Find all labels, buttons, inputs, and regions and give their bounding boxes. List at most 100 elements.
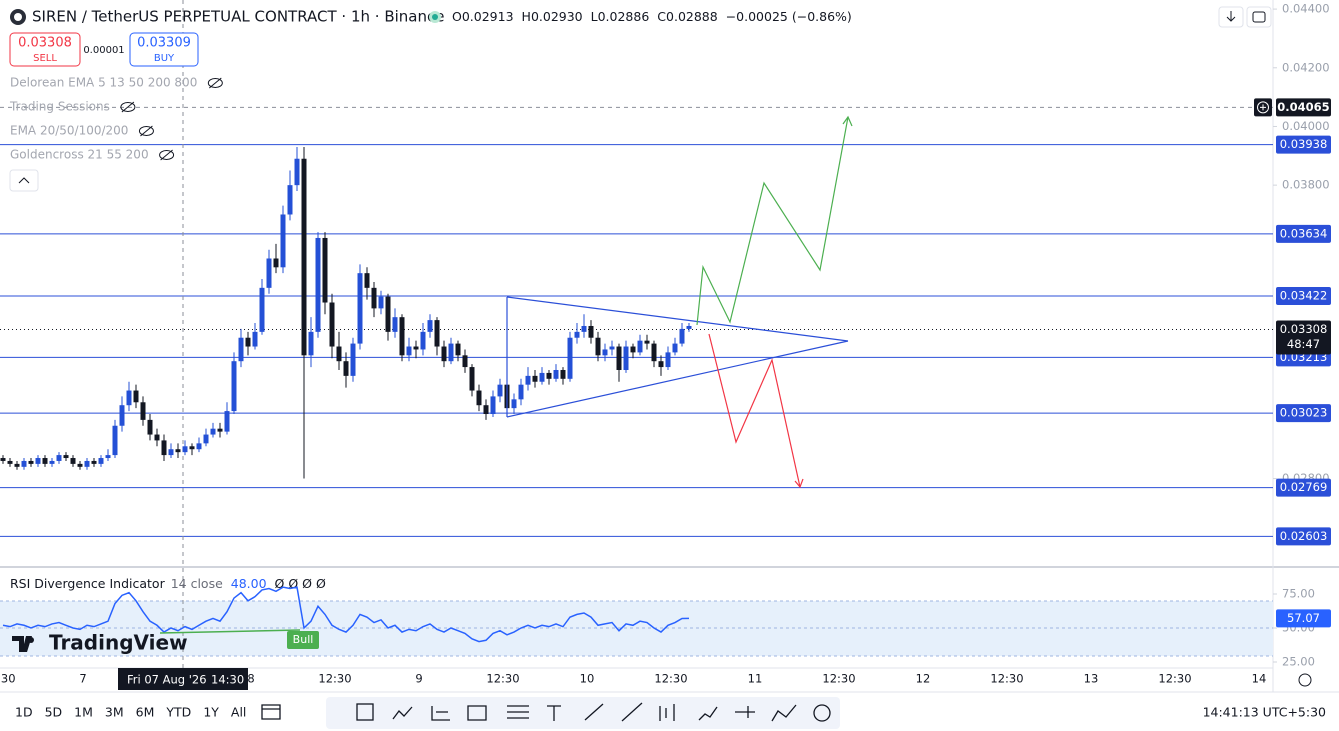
candle-body: [112, 425, 118, 456]
indicator-name: Delorean EMA 5 13 50 200 800: [10, 76, 197, 90]
divergence-tag: [287, 631, 319, 649]
sell-price: 0.03308: [18, 36, 72, 51]
date-range-icon[interactable]: [261, 704, 281, 720]
tool-rect[interactable]: [356, 703, 374, 721]
rsi-line: [2, 586, 690, 643]
candle-body: [371, 287, 377, 309]
candle-body: [217, 428, 223, 432]
visibility-toggle[interactable]: [159, 150, 175, 160]
buy-button[interactable]: [129, 32, 199, 67]
x-tick-label: 12:30: [0, 672, 16, 686]
tool-fib[interactable]: [431, 706, 450, 721]
candle-body: [483, 405, 489, 415]
level-label-box: [1276, 404, 1331, 423]
range-button[interactable]: 1M: [74, 705, 93, 720]
range-button[interactable]: 1D: [15, 705, 33, 720]
buy-price: 0.03309: [137, 36, 191, 51]
ohlc-value: 0.02886: [598, 9, 650, 24]
tool-replay[interactable]: [813, 704, 831, 722]
y-tick-label: 0.03800: [1282, 178, 1330, 192]
tool-measure[interactable]: [698, 706, 718, 721]
tool-forecast[interactable]: [771, 704, 797, 722]
candle-body: [532, 375, 538, 382]
candle-body: [105, 455, 111, 459]
candle-body: [259, 287, 265, 332]
candle-body: [490, 396, 496, 415]
tool-lines[interactable]: [507, 705, 529, 719]
range-button[interactable]: 1Y: [203, 705, 219, 720]
tool-brush[interactable]: [584, 703, 604, 721]
candle-body: [546, 372, 552, 379]
x-tick-label: 12:30: [486, 672, 519, 686]
visibility-toggle[interactable]: [120, 102, 136, 112]
visibility-toggle[interactable]: [138, 126, 154, 136]
level-label-box: [1276, 287, 1331, 306]
level-label: 0.03938: [1280, 137, 1328, 151]
crosshair-price-box: [1276, 98, 1331, 117]
level-label-box: [1276, 478, 1331, 497]
candle-body: [343, 361, 349, 376]
candle-body: [609, 346, 615, 350]
fullscreen-icon: [1252, 11, 1266, 23]
candle-body: [539, 372, 545, 382]
candle-body: [364, 273, 370, 288]
candle-body: [252, 331, 258, 347]
level-label: 0.02769: [1280, 480, 1328, 494]
tool-bars[interactable]: [659, 704, 675, 721]
collapse-button[interactable]: [9, 169, 39, 192]
candle-body: [686, 325, 692, 329]
sell-label: SELL: [33, 53, 57, 64]
candle-body: [35, 458, 41, 464]
tool-pattern[interactable]: [467, 705, 487, 721]
indicator-name: EMA 20/50/100/200: [10, 124, 128, 138]
candle-body: [49, 460, 55, 464]
sell-button[interactable]: [9, 32, 81, 67]
candle-body: [245, 337, 251, 347]
ohlc-label: C: [657, 9, 666, 24]
candle-body: [350, 343, 356, 376]
range-button[interactable]: All: [231, 705, 247, 720]
tool-position[interactable]: [735, 706, 755, 718]
candle-body: [665, 352, 671, 368]
rsi-tick-label: 75.00: [1282, 586, 1315, 600]
candle-body: [231, 361, 237, 412]
x-tick-label: 12:30: [654, 672, 687, 686]
status-dot: [432, 14, 438, 20]
candle-body: [91, 460, 97, 464]
fullscreen-button[interactable]: [1246, 6, 1272, 28]
crosshair-add-icon: [1260, 104, 1266, 111]
range-button[interactable]: 3M: [105, 705, 124, 720]
candle-body: [651, 343, 657, 362]
indicator-name: Trading Sessions: [9, 100, 110, 114]
candle-body: [119, 405, 125, 426]
rsi-value: 48.00: [231, 576, 267, 591]
tool-trend[interactable]: [621, 702, 643, 722]
x-tick-label: 12:30: [318, 672, 351, 686]
x-tick-label: 12:30: [822, 672, 855, 686]
x-tick-label: 12: [916, 672, 931, 686]
candle-body: [406, 346, 412, 356]
crosshair-price: 0.04065: [1277, 100, 1329, 114]
candle-body: [385, 296, 391, 332]
candle-body: [56, 455, 62, 461]
tool-path[interactable]: [392, 706, 413, 720]
settings-icon[interactable]: [1298, 673, 1312, 687]
visibility-toggle[interactable]: [207, 78, 223, 88]
level-label: 0.03422: [1280, 289, 1328, 303]
tool-text[interactable]: [547, 705, 561, 721]
candle-body: [658, 361, 664, 368]
spread: 0.00001: [83, 45, 124, 56]
range-button[interactable]: YTD: [165, 705, 191, 720]
candle-body: [126, 390, 132, 406]
rsi-params: 14 close: [171, 576, 223, 591]
y-tick-label: 0.04200: [1282, 60, 1330, 74]
candle-body: [280, 214, 286, 268]
candle-body: [322, 237, 328, 303]
candle-body: [581, 325, 587, 332]
range-button[interactable]: 5D: [45, 705, 63, 720]
candle-body: [420, 331, 426, 350]
range-button[interactable]: 6M: [136, 705, 155, 720]
candle-body: [238, 337, 244, 362]
indicator-name: Goldencross 21 55 200: [10, 148, 149, 162]
